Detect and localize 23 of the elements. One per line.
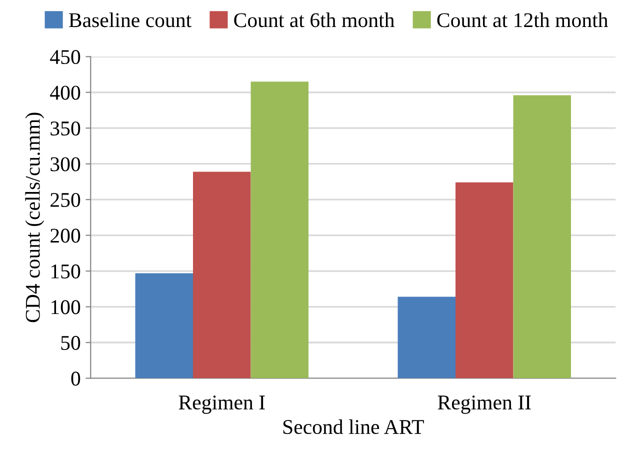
legend-label: Baseline count bbox=[68, 12, 192, 28]
bar bbox=[193, 172, 251, 378]
y-axis-title: CD4 count (cells/cu.mm) bbox=[25, 112, 44, 322]
legend-label: Count at 6th month bbox=[234, 12, 394, 28]
bar bbox=[398, 296, 456, 378]
x-axis-title: Second line ART bbox=[283, 419, 424, 434]
y-tick-label: 450 bbox=[50, 50, 80, 64]
x-tick-label: Regimen I bbox=[178, 396, 265, 414]
y-tick-label: 50 bbox=[61, 336, 80, 350]
y-tick-label: 250 bbox=[50, 192, 80, 208]
bar bbox=[456, 182, 514, 378]
y-tick-label: 350 bbox=[50, 121, 80, 136]
bar bbox=[250, 82, 308, 378]
y-tick-label: 100 bbox=[51, 300, 80, 314]
y-tick-label: 300 bbox=[50, 157, 80, 172]
x-tick-label: Regimen II bbox=[438, 396, 531, 414]
bar bbox=[135, 273, 193, 378]
y-tick-label: 200 bbox=[50, 228, 80, 243]
bar bbox=[513, 95, 571, 378]
y-tick-label: 400 bbox=[50, 86, 80, 100]
legend-label: Count at 12th month bbox=[437, 12, 608, 28]
y-tick-label: 150 bbox=[51, 264, 80, 278]
y-tick-label: 0 bbox=[71, 372, 80, 386]
